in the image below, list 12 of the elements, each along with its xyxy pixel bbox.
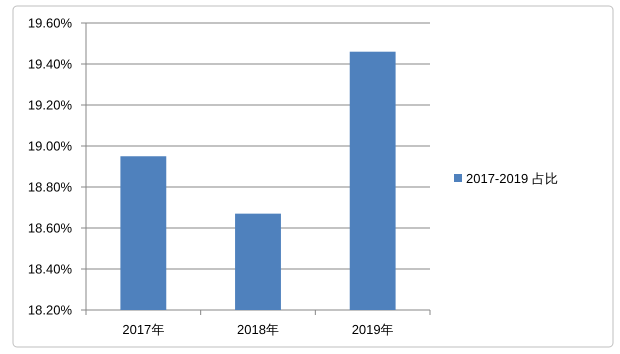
y-tick-label: 18.20% bbox=[28, 302, 72, 318]
y-tick-label: 19.20% bbox=[28, 98, 72, 112]
y-tick-label: 18.60% bbox=[28, 220, 72, 236]
x-tick-label: 2019年 bbox=[352, 322, 394, 337]
y-tick-label: 18.80% bbox=[28, 180, 72, 194]
y-tick-label: 19.00% bbox=[28, 138, 72, 154]
y-tick-label: 19.60% bbox=[28, 16, 72, 30]
x-tick-label: 2018年 bbox=[237, 322, 279, 337]
y-tick-label: 19.40% bbox=[28, 56, 72, 72]
y-tick-label: 18.40% bbox=[28, 262, 72, 276]
legend-label: 2017-2019 占比 bbox=[466, 171, 558, 186]
x-tick-label: 2017年 bbox=[122, 322, 164, 337]
